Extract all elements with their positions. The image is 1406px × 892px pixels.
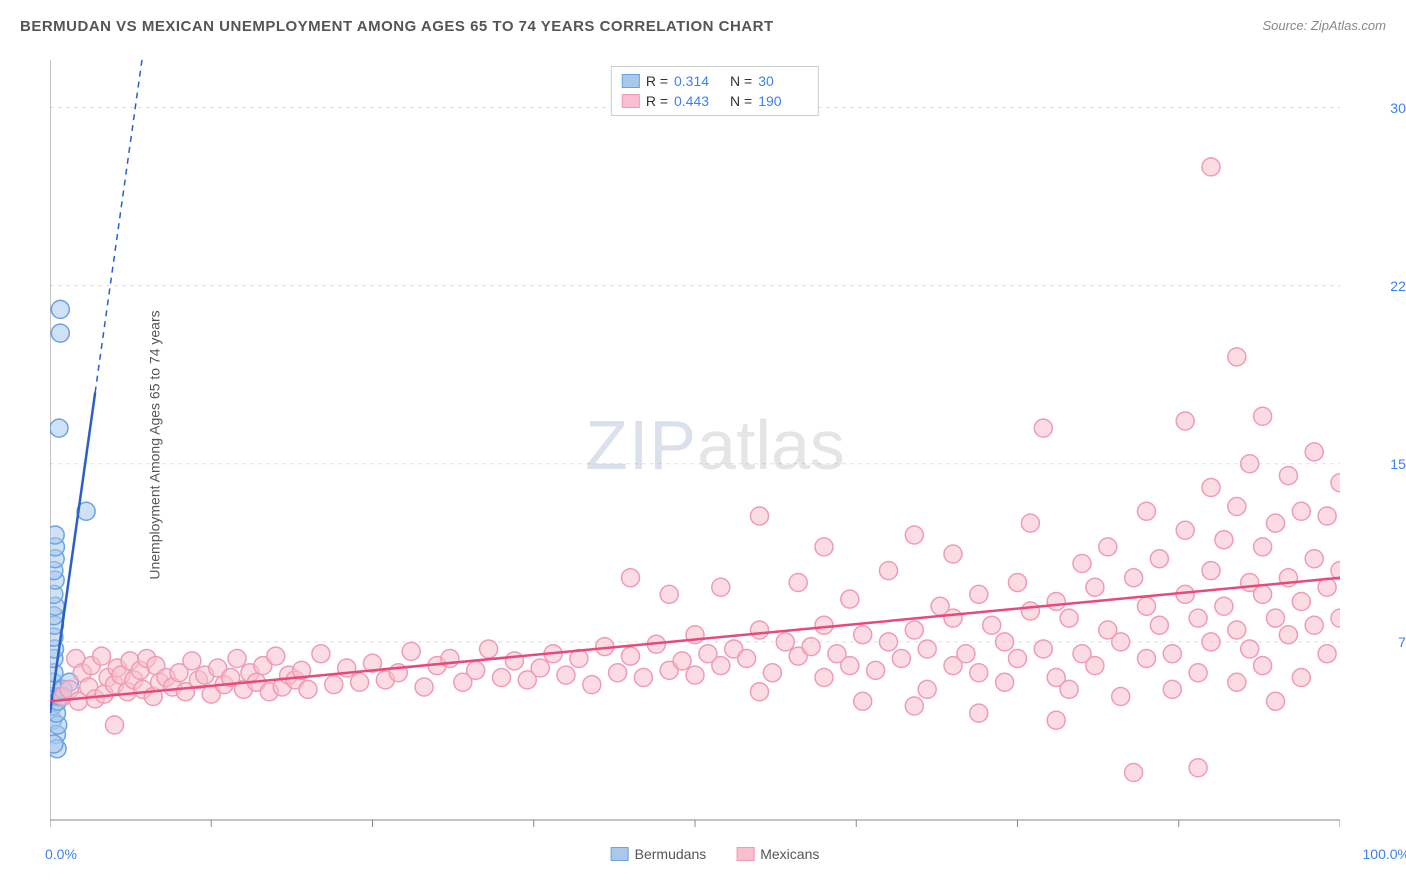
swatch-icon	[622, 74, 640, 88]
legend-item-mexicans: Mexicans	[736, 846, 819, 862]
legend-row-bermudans: R =0.314N =30	[622, 71, 808, 91]
chart-area: Unemployment Among Ages 65 to 74 years Z…	[50, 60, 1380, 830]
swatch-icon	[622, 94, 640, 108]
chart-header: BERMUDAN VS MEXICAN UNEMPLOYMENT AMONG A…	[0, 0, 1406, 43]
swatch-icon	[611, 847, 629, 861]
x-axis-min-label: 0.0%	[45, 846, 77, 862]
y-tick-label: 7.5%	[1398, 634, 1406, 650]
chart-source: Source: ZipAtlas.com	[1262, 18, 1386, 33]
legend-row-mexicans: R =0.443N =190	[622, 91, 808, 111]
swatch-icon	[736, 847, 754, 861]
x-axis-max-label: 100.0%	[1363, 846, 1406, 862]
legend-item-bermudans: Bermudans	[611, 846, 707, 862]
y-tick-label: 30.0%	[1390, 100, 1406, 116]
y-tick-label: 22.5%	[1390, 278, 1406, 294]
scatter-plot	[50, 60, 1340, 835]
series-legend: Bermudans Mexicans	[611, 846, 820, 862]
y-tick-label: 15.0%	[1390, 456, 1406, 472]
chart-title: BERMUDAN VS MEXICAN UNEMPLOYMENT AMONG A…	[20, 18, 774, 35]
series-mexicans	[50, 158, 1340, 782]
correlation-legend: R =0.314N =30R =0.443N =190	[611, 66, 819, 116]
